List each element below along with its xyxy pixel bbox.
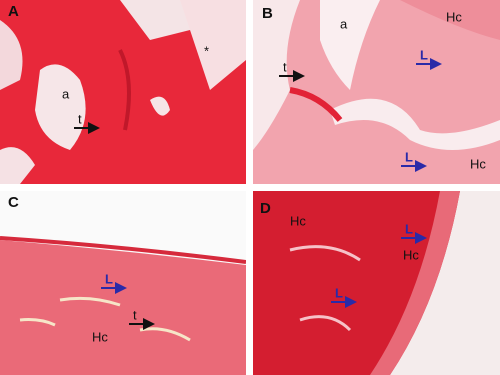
- micrograph-c: [0, 191, 246, 375]
- annotation: t: [78, 111, 82, 126]
- annotation: a: [340, 16, 348, 31]
- panel-label: D: [260, 200, 271, 217]
- annotation: L: [420, 47, 428, 62]
- annotation: L: [405, 149, 413, 164]
- annotation: t: [283, 59, 287, 74]
- annotation: L: [335, 285, 343, 300]
- panel-label: C: [8, 194, 19, 211]
- annotation: L: [105, 271, 113, 286]
- annotation: Hc: [92, 329, 108, 344]
- annotation: Hc: [446, 9, 462, 24]
- annotation: t: [133, 307, 137, 322]
- annotation: Hc: [470, 156, 486, 171]
- annotation: *: [204, 43, 209, 58]
- annotation: Hc: [403, 247, 419, 262]
- micrograph-a: [0, 0, 246, 184]
- micrograph-b: [253, 0, 500, 184]
- micrograph-d: [253, 191, 500, 375]
- panel-label: A: [8, 3, 19, 20]
- annotation: L: [405, 221, 413, 236]
- annotation: Hc: [290, 213, 306, 228]
- annotation: a: [62, 86, 70, 101]
- panel-label: B: [262, 5, 273, 22]
